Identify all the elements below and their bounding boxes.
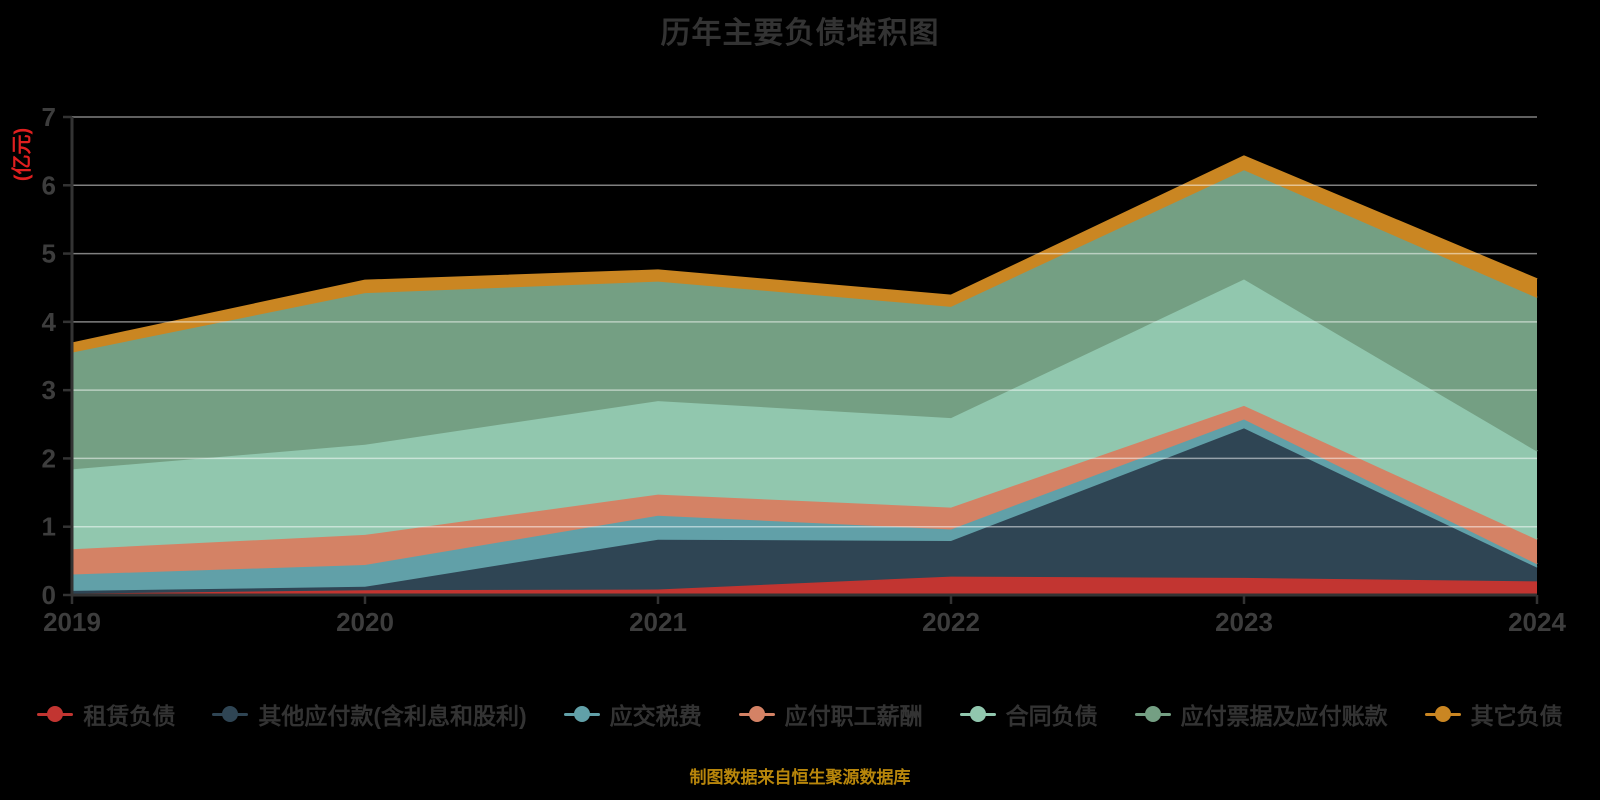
area-应付票据及应付账款[interactable] — [72, 170, 1537, 470]
legend-line-dot-icon — [959, 706, 996, 722]
legend-label: 租赁负债 — [83, 703, 176, 729]
legend-line-dot-icon — [1134, 706, 1171, 722]
legend-item-合同负债[interactable]: 合同负债 — [959, 697, 1098, 731]
legend-line-dot-icon — [37, 706, 74, 722]
y-tick-label-0: 0 — [42, 580, 56, 610]
area-应交税费[interactable] — [72, 419, 1537, 591]
x-tick-label-2023: 2023 — [1215, 607, 1273, 637]
legend-item-应付票据及应付账款[interactable]: 应付票据及应付账款 — [1134, 697, 1388, 731]
y-tick-label-2: 2 — [42, 443, 56, 473]
legend-label: 其它负债 — [1470, 703, 1563, 729]
legend-line-dot-icon — [1424, 706, 1461, 722]
line-其它负债 — [71, 155, 1538, 345]
y-tick-label-5: 5 — [42, 239, 56, 269]
x-tick-label-2022: 2022 — [922, 607, 980, 637]
stacked-area-chart[interactable]: 0 1 2 3 4 5 6 7 2019 2020 2021 2022 2023 2024 — [0, 0, 1600, 660]
x-tick-label-2019: 2019 — [43, 607, 101, 637]
legend-label: 应付票据及应付账款 — [1180, 703, 1388, 729]
legend-label: 合同负债 — [1005, 703, 1098, 729]
x-tick-label-2021: 2021 — [629, 607, 687, 637]
legend-label: 其他应付款(含利息和股利) — [258, 703, 527, 729]
x-tick-label-2020: 2020 — [336, 607, 394, 637]
legend-label: 应交税费 — [609, 703, 702, 729]
legend-item-其他应付款(含利息和股利)[interactable]: 其他应付款(含利息和股利) — [212, 697, 527, 731]
legend-label: 应付职工薪酬 — [784, 703, 923, 729]
legend: 租赁负债 其他应付款(含利息和股利) 应交税费 应付职工薪酬 合同负债 应付票据及应付账款… — [0, 697, 1600, 731]
legend-item-应付职工薪酬[interactable]: 应付职工薪酬 — [738, 697, 923, 731]
y-tick-label-6: 6 — [42, 170, 56, 200]
area-其他应付款(含利息和股利)[interactable] — [72, 428, 1537, 594]
legend-item-租赁负债[interactable]: 租赁负债 — [37, 697, 175, 731]
data-source-caption: 制图数据来自恒生聚源数据库 — [689, 768, 911, 787]
chart-title: 历年主要负债堆积图 — [660, 17, 940, 50]
line-其他应付款(含利息和股利) — [71, 427, 1538, 593]
x-tick-label-2024: 2024 — [1508, 607, 1566, 637]
legend-item-其它负债[interactable]: 其它负债 — [1424, 697, 1563, 731]
legend-line-dot-icon — [738, 706, 775, 722]
area-合同负债[interactable] — [72, 279, 1537, 550]
y-tick-label-4: 4 — [42, 307, 57, 337]
y-tick-label-1: 1 — [42, 512, 56, 542]
area-应付职工薪酬[interactable] — [72, 405, 1537, 575]
y-tick-label-7: 7 — [42, 102, 56, 132]
legend-line-dot-icon — [563, 706, 600, 722]
y-tick-label-3: 3 — [42, 375, 56, 405]
legend-line-dot-icon — [212, 706, 249, 722]
legend-item-应交税费[interactable]: 应交税费 — [563, 697, 702, 731]
